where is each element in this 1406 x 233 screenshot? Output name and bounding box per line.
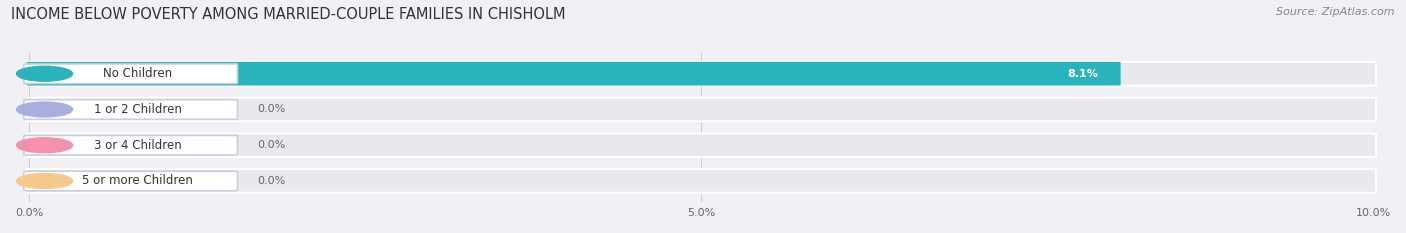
- Circle shape: [17, 66, 73, 81]
- FancyBboxPatch shape: [27, 62, 1376, 86]
- Text: INCOME BELOW POVERTY AMONG MARRIED-COUPLE FAMILIES IN CHISHOLM: INCOME BELOW POVERTY AMONG MARRIED-COUPL…: [11, 7, 565, 22]
- Circle shape: [17, 102, 73, 117]
- Text: No Children: No Children: [103, 67, 172, 80]
- Text: 5 or more Children: 5 or more Children: [82, 175, 193, 188]
- Text: 3 or 4 Children: 3 or 4 Children: [94, 139, 181, 152]
- Text: Source: ZipAtlas.com: Source: ZipAtlas.com: [1277, 7, 1395, 17]
- Text: 1 or 2 Children: 1 or 2 Children: [94, 103, 181, 116]
- FancyBboxPatch shape: [24, 64, 238, 84]
- Circle shape: [17, 174, 73, 188]
- Text: 0.0%: 0.0%: [257, 176, 285, 186]
- FancyBboxPatch shape: [27, 134, 1376, 157]
- FancyBboxPatch shape: [24, 171, 238, 191]
- Text: 0.0%: 0.0%: [257, 140, 285, 150]
- FancyBboxPatch shape: [27, 169, 1376, 193]
- Text: 0.0%: 0.0%: [257, 104, 285, 114]
- FancyBboxPatch shape: [24, 100, 238, 119]
- Circle shape: [17, 138, 73, 153]
- FancyBboxPatch shape: [24, 135, 238, 155]
- Text: 8.1%: 8.1%: [1067, 69, 1098, 79]
- FancyBboxPatch shape: [27, 62, 1121, 86]
- FancyBboxPatch shape: [27, 98, 1376, 121]
